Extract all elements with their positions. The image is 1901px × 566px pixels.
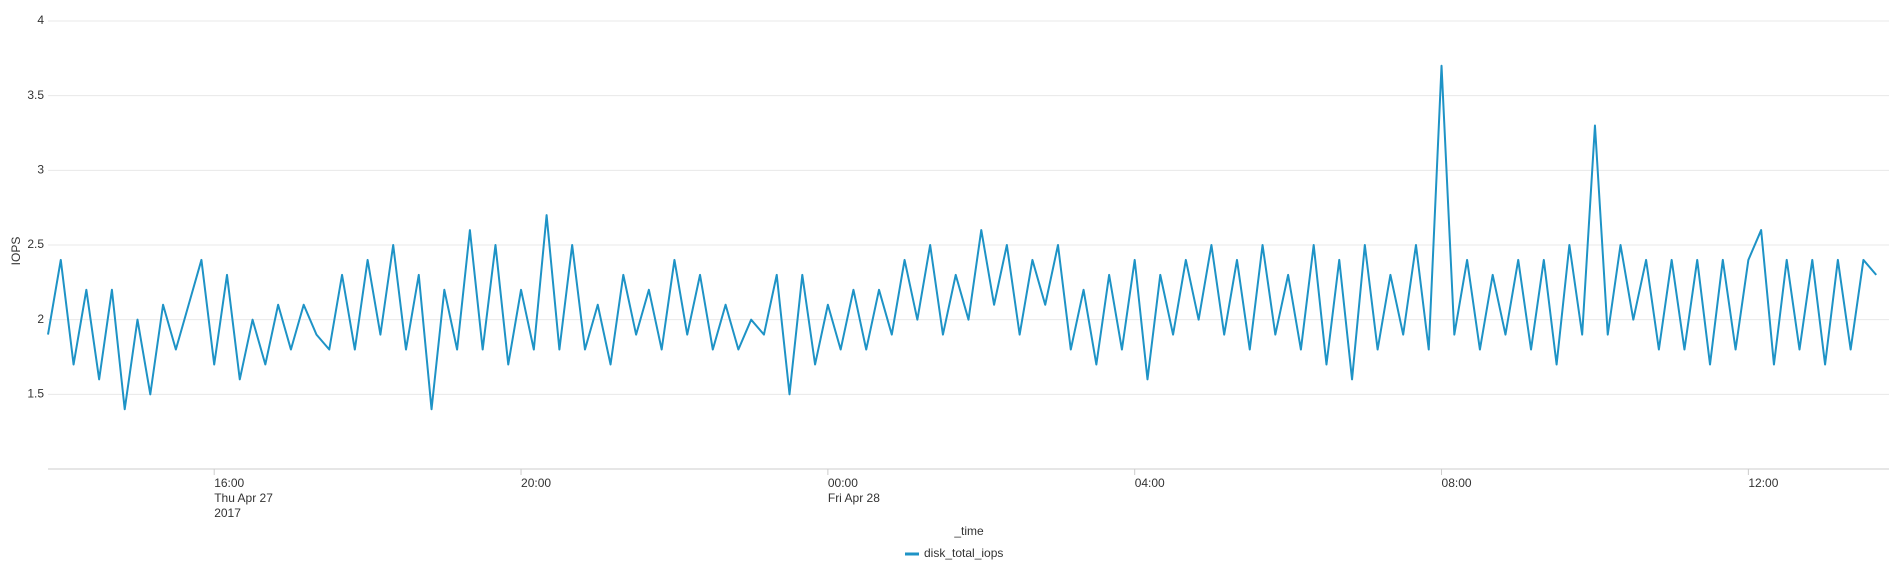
y-tick-label: 1.5 <box>27 387 44 401</box>
x-tick-label: Thu Apr 27 <box>214 491 273 505</box>
x-tick-label: 08:00 <box>1442 476 1472 490</box>
y-tick-label: 3.5 <box>27 88 44 102</box>
x-tick-label: Fri Apr 28 <box>828 491 880 505</box>
x-axis-label: _time <box>953 524 984 538</box>
x-tick-label: 20:00 <box>521 476 551 490</box>
x-tick-label: 16:00 <box>214 476 244 490</box>
legend-label: disk_total_iops <box>924 546 1003 560</box>
y-tick-label: 2.5 <box>27 237 44 251</box>
data-line <box>47 64 1877 411</box>
y-axis-label: IOPS <box>9 237 23 266</box>
y-tick-label: 2 <box>37 312 44 326</box>
x-tick-label: 2017 <box>214 506 241 520</box>
x-tick-label: 12:00 <box>1748 476 1778 490</box>
x-tick-label: 00:00 <box>828 476 858 490</box>
x-tick-label: 04:00 <box>1135 476 1165 490</box>
y-tick-label: 3 <box>37 163 44 177</box>
y-tick-label: 4 <box>37 13 44 27</box>
